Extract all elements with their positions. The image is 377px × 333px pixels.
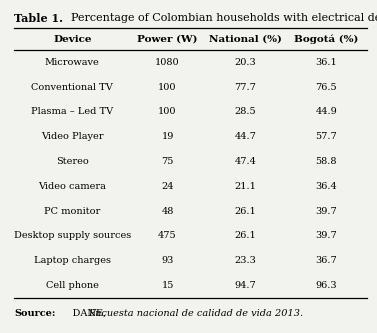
Text: 57.7: 57.7 [316, 132, 337, 141]
Text: 28.5: 28.5 [234, 108, 256, 117]
Text: 36.1: 36.1 [316, 58, 337, 67]
Text: 15: 15 [161, 281, 174, 290]
Text: 47.4: 47.4 [234, 157, 256, 166]
Text: 76.5: 76.5 [316, 83, 337, 92]
Text: Bogotá (%): Bogotá (%) [294, 34, 359, 44]
Text: Table 1.: Table 1. [14, 13, 63, 24]
Text: Percentage of Colombian households with electrical devices.: Percentage of Colombian households with … [57, 13, 377, 23]
Text: 26.1: 26.1 [234, 207, 256, 216]
Text: 20.3: 20.3 [234, 58, 256, 67]
Text: 75: 75 [161, 157, 174, 166]
Text: 44.7: 44.7 [234, 132, 256, 141]
Text: Video camera: Video camera [38, 182, 106, 191]
Text: 39.7: 39.7 [316, 231, 337, 240]
Text: 44.9: 44.9 [316, 108, 337, 117]
Text: 19: 19 [161, 132, 174, 141]
Text: 48: 48 [161, 207, 174, 216]
Text: 77.7: 77.7 [234, 83, 256, 92]
Text: Plasma – Led TV: Plasma – Led TV [31, 108, 113, 117]
Text: DANE,: DANE, [60, 308, 109, 317]
Text: 58.8: 58.8 [316, 157, 337, 166]
Text: 24: 24 [161, 182, 174, 191]
Text: 94.7: 94.7 [234, 281, 256, 290]
Text: 1080: 1080 [155, 58, 180, 67]
Text: 23.3: 23.3 [234, 256, 256, 265]
Text: 26.1: 26.1 [234, 231, 256, 240]
Text: 100: 100 [158, 83, 177, 92]
Text: Encuesta nacional de calidad de vida 2013.: Encuesta nacional de calidad de vida 201… [88, 308, 303, 317]
Text: Laptop charges: Laptop charges [34, 256, 111, 265]
Text: National (%): National (%) [209, 35, 282, 44]
Text: 93: 93 [161, 256, 174, 265]
Text: 36.4: 36.4 [316, 182, 337, 191]
Text: 475: 475 [158, 231, 177, 240]
Text: Source:: Source: [14, 308, 55, 317]
Text: 39.7: 39.7 [316, 207, 337, 216]
Text: 96.3: 96.3 [316, 281, 337, 290]
Text: Conventional TV: Conventional TV [31, 83, 113, 92]
Text: Stereo: Stereo [56, 157, 89, 166]
Text: Video Player: Video Player [41, 132, 104, 141]
Text: Power (W): Power (W) [137, 35, 198, 44]
Text: Device: Device [53, 35, 92, 44]
Text: 100: 100 [158, 108, 177, 117]
Text: Microwave: Microwave [45, 58, 100, 67]
Text: Desktop supply sources: Desktop supply sources [14, 231, 131, 240]
Text: 36.7: 36.7 [316, 256, 337, 265]
Text: Cell phone: Cell phone [46, 281, 99, 290]
Text: 21.1: 21.1 [234, 182, 256, 191]
Text: PC monitor: PC monitor [44, 207, 100, 216]
